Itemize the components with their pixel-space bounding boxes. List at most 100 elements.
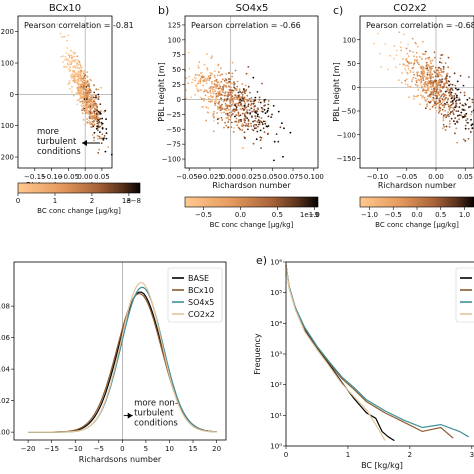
scatter-point [215,96,218,99]
scatter-point [464,124,467,127]
scatter-point [90,117,92,120]
scatter-point [456,94,458,97]
scatter-point [60,55,63,58]
scatter-point [447,88,450,91]
scatter-point [97,152,100,154]
scatter-point [74,76,76,79]
scatter-point [239,103,242,106]
scatter-point [89,123,92,125]
scatter-point [426,73,429,76]
scatter-point [426,67,428,70]
scatter-point [93,91,96,94]
scatter-point [221,94,223,96]
scatter-point [73,80,76,83]
scatter-point [440,54,443,56]
scatter-point [78,77,80,80]
scatter-point [239,96,242,99]
scatter-point [247,128,249,131]
scatter-point [78,70,81,73]
scatter-point [432,90,435,93]
scatter-point [417,88,420,91]
scatter-point [447,99,449,101]
scatter-point [441,98,444,100]
scatter-point [199,72,202,74]
scatter-point [230,94,233,97]
scatter-point [80,88,83,91]
correlation-annotation: Pearson correlation = -0.81 [24,21,134,30]
scatter-point [225,104,228,107]
scatter-point [211,90,214,93]
colorbar-tick-label: −1.0 [361,211,378,219]
scatter-point [416,95,419,97]
scatter-point [89,111,92,114]
x-tick-label: −10 [68,445,83,453]
x-tick-label: −0.05 [396,173,417,181]
scatter-point [234,94,237,96]
scatter-point [84,107,87,109]
scatter-point [208,98,210,100]
scatter-point [95,107,98,110]
scatter-point [225,86,228,88]
scatter-point [404,64,406,67]
scatter-point [438,81,441,84]
scatter-point [67,83,70,86]
panel-title: SO4x5 [236,3,269,14]
scatter-point [462,104,465,107]
scatter-point [427,77,429,79]
scatter-point [83,79,85,82]
scatter-point [413,73,415,76]
scatter-point [416,45,419,48]
scatter-point [231,72,234,75]
scatter-point [60,36,63,38]
scatter-point [217,122,219,125]
colorbar-tick-label: 3 [127,197,131,205]
y-tick-label: 125 [168,21,181,29]
scatter-point [64,35,66,38]
x-tick-label: −0.10 [41,173,62,181]
scatter-point [100,137,103,140]
scatter-point [218,90,221,92]
scatter-point [63,65,65,68]
scatter-point [105,132,108,135]
scatter-point [220,80,223,83]
scatter-point [82,100,85,102]
scatter-point [395,49,398,52]
scatter-point [67,34,69,37]
y-axis-label: Frequency [253,333,262,375]
scatter-point [84,105,86,108]
scatter-point [238,127,241,130]
scatter-point [415,51,418,54]
scatter-point [426,98,429,100]
scatter-point [239,91,242,93]
scatter-point [448,80,450,83]
scatter-point [185,77,188,80]
scatter-point [214,90,217,92]
x-tick-label: 5 [144,445,148,453]
scatter-point [438,99,441,102]
scatter-point [254,99,257,102]
scatter-point [245,98,248,101]
scatter-point [187,51,190,54]
scatter-point [464,140,467,142]
scatter-point [82,104,85,107]
scatter-point [236,80,239,83]
scatter-point [227,94,230,97]
scatter-point [204,94,207,97]
scatter-point [243,112,246,115]
scatter-point [417,78,420,81]
scatter-point [97,93,100,96]
scatter-point [442,117,445,119]
scatter-point [261,82,263,85]
scatter-point [190,96,193,99]
y-tick-label: 10² [270,381,282,389]
scatter-point [453,95,456,97]
scatter-point [84,123,87,126]
scatter-point [441,53,444,56]
scatter-point [250,122,252,125]
scatter-point [241,93,244,96]
axes-frame [13,261,227,441]
scatter-point [216,74,219,77]
scatter-point [66,39,68,42]
scatter-point [471,127,474,130]
scatter-point [412,51,414,53]
